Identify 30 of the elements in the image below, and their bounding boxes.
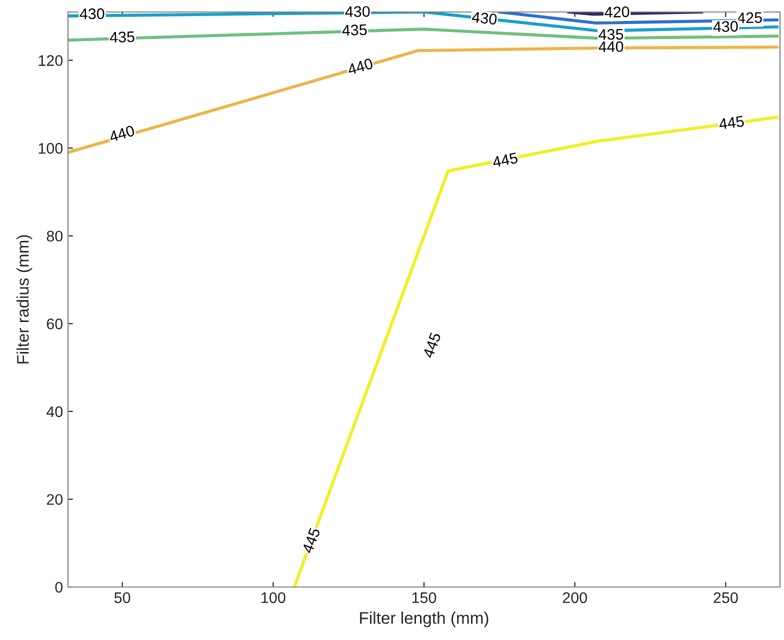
annotation: 420 [604,6,630,18]
x-axis-title: Filter length (mm) [360,612,488,628]
x-tick-label: 150 [412,592,436,604]
annotation: 430 [472,11,498,25]
annotation: 435 [598,28,624,40]
x-tick-label: 100 [262,592,286,604]
annotation: 430 [345,6,370,18]
y-tick-label: 40 [46,406,63,418]
x-tick-label: 200 [562,592,587,604]
annotation: 445 [492,152,518,168]
annotation: 440 [108,125,136,142]
annotation: 445 [302,527,320,554]
y-tick-label: 100 [38,142,63,154]
y-tick-label: 120 [38,55,63,66]
y-tick-label: 60 [46,318,63,330]
annotation: 435 [110,31,135,43]
x-tick-label: 50 [114,592,130,604]
x-tick-label: 250 [714,592,738,604]
annotation: 430 [80,8,104,20]
annotation: 440 [598,41,624,52]
annotation: 435 [342,24,367,36]
y-tick-label: 0 [55,582,63,593]
y-axis-title: Filter radius (mm) [16,235,32,364]
annotation: 425 [737,12,762,24]
y-tick-label: 20 [46,494,63,505]
annotation: 445 [718,116,744,130]
annotation: 440 [346,58,374,76]
annotation: 445 [422,332,442,359]
y-tick-label: 80 [46,230,63,242]
annotation: 430 [713,20,738,32]
